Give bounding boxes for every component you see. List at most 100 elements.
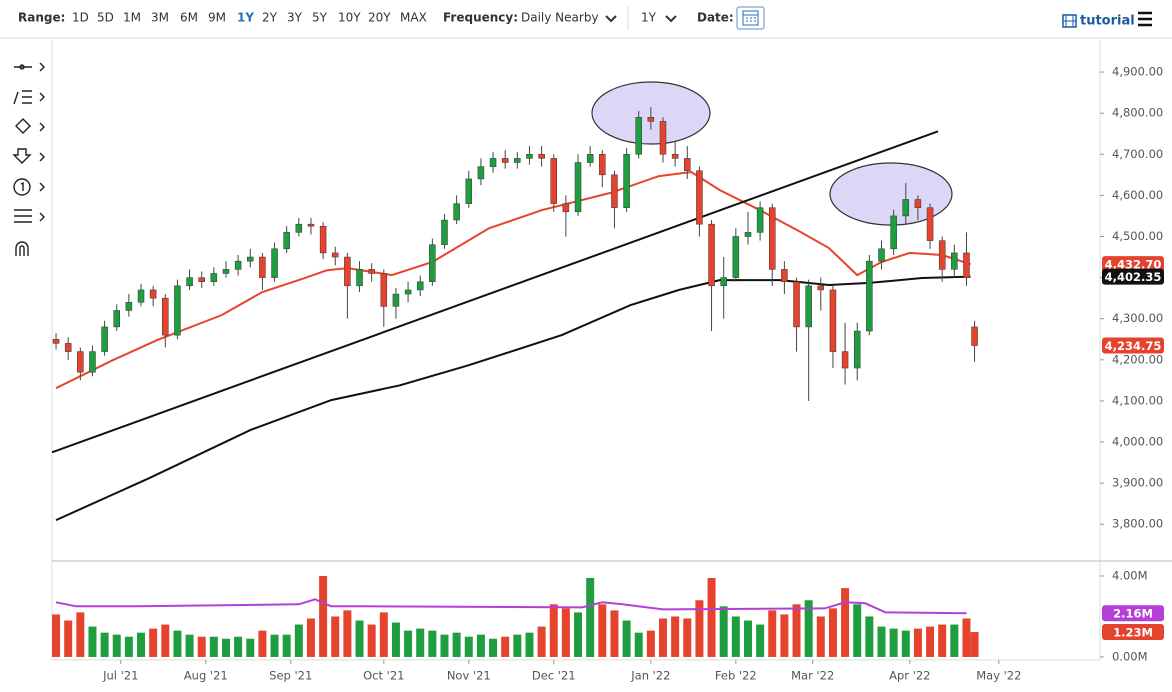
volume-bar	[695, 600, 704, 657]
volume-bar	[294, 624, 303, 657]
candle-body	[77, 351, 84, 373]
chevron[interactable]	[605, 15, 617, 23]
menu-button[interactable]	[1138, 11, 1152, 27]
candle-body	[756, 207, 764, 233]
candle-body	[514, 158, 521, 163]
period-select[interactable]: 1Y	[641, 11, 657, 25]
candle-body	[696, 170, 703, 225]
overlay-line	[51, 130, 939, 454]
range-button[interactable]: 3M	[151, 11, 169, 25]
candle-body	[720, 277, 727, 287]
range-button[interactable]: 1Y	[237, 11, 254, 25]
volume-bar	[646, 630, 655, 657]
candle-body	[101, 326, 108, 352]
range-button[interactable]: 1M	[123, 11, 141, 25]
range-button[interactable]: MAX	[400, 11, 427, 25]
candle-body	[902, 199, 910, 217]
x-tick-label: Dec '21	[532, 669, 576, 683]
volume-bar	[173, 630, 182, 657]
candle-body	[149, 289, 157, 299]
candle-body	[429, 244, 436, 282]
volume-bar	[221, 638, 230, 657]
candle-body	[781, 269, 788, 282]
x-tick-label: Feb '22	[715, 669, 757, 683]
volume-bar	[185, 634, 194, 657]
range-button[interactable]: 3Y	[287, 11, 303, 25]
volume-bar	[464, 636, 473, 657]
volume-bar	[452, 632, 461, 657]
volume-bar	[391, 622, 400, 657]
range-button[interactable]: 6M	[180, 11, 198, 25]
range-button[interactable]: 10Y	[338, 11, 361, 25]
tutorial-link[interactable]: tutorial	[1080, 14, 1135, 29]
volume-bar	[355, 620, 364, 657]
volume-bar	[950, 624, 959, 657]
volume-bar	[319, 575, 328, 657]
candle-body	[307, 223, 315, 227]
candle-body	[671, 154, 679, 159]
range-button[interactable]: 20Y	[368, 11, 391, 25]
volume-bar	[282, 634, 291, 657]
candle-body	[841, 351, 849, 369]
candle-body	[162, 297, 169, 336]
tutorial-icon[interactable]	[1062, 14, 1077, 28]
volume-bar	[816, 616, 825, 657]
volume-ma-line	[55, 598, 967, 615]
y-tick-label: 3,900.00	[1112, 476, 1163, 490]
volume-bar	[901, 630, 910, 657]
volume-bar	[853, 604, 862, 657]
candle-body	[356, 269, 363, 287]
volume-bar	[574, 612, 583, 657]
value-tag-label: 1.23M	[1113, 626, 1153, 640]
y-tick-label: 4,900.00	[1112, 65, 1163, 79]
volume-bar	[938, 624, 947, 657]
volume-bar	[877, 626, 886, 657]
value-tag-label: 4,234.75	[1105, 339, 1162, 353]
volume-bar	[707, 577, 716, 657]
candle-body	[890, 215, 897, 250]
y-tick-label: 4,600.00	[1112, 188, 1163, 202]
candle-body	[951, 252, 958, 270]
range-button[interactable]: 1D	[72, 11, 89, 25]
frequency-select[interactable]: Daily Nearby	[521, 11, 599, 25]
value-tag	[1102, 268, 1164, 285]
range-button[interactable]: 9M	[208, 11, 226, 25]
range-button[interactable]: 2Y	[262, 11, 278, 25]
volume-bar	[561, 608, 570, 657]
candle-body	[198, 277, 205, 282]
volume-bar	[306, 618, 315, 657]
candle-body	[441, 219, 448, 245]
volume-bar	[367, 624, 376, 657]
candle-body	[635, 117, 642, 155]
candle-body	[137, 289, 145, 303]
candle-body	[817, 285, 825, 291]
y-tick-label: 3,800.00	[1112, 517, 1163, 531]
volume-bar	[416, 628, 425, 657]
candle-body	[938, 240, 946, 270]
y-tick-label: 4,000.00	[1112, 435, 1163, 449]
volume-bar	[792, 604, 801, 657]
candle-body	[222, 269, 230, 274]
x-tick-label: Oct '21	[363, 669, 404, 683]
chevron[interactable]	[665, 15, 677, 23]
candle-body	[113, 310, 120, 328]
candle-body	[477, 166, 485, 180]
volume-bar	[731, 616, 740, 657]
drawing-tools[interactable]	[12, 62, 45, 256]
value-tag	[1102, 337, 1164, 354]
volume-bar	[100, 632, 109, 657]
volume-bar	[658, 618, 667, 657]
candle-body	[562, 203, 570, 213]
volume-bar	[137, 632, 146, 657]
x-tick-label: Jul '21	[102, 669, 138, 683]
candle-body	[416, 281, 424, 291]
range-button[interactable]: 5D	[97, 11, 114, 25]
calendar-button[interactable]	[736, 6, 765, 30]
range-button[interactable]: 5Y	[312, 11, 328, 25]
candle-body	[963, 252, 970, 278]
volume-bar	[549, 604, 558, 657]
volume-bar	[404, 630, 413, 657]
